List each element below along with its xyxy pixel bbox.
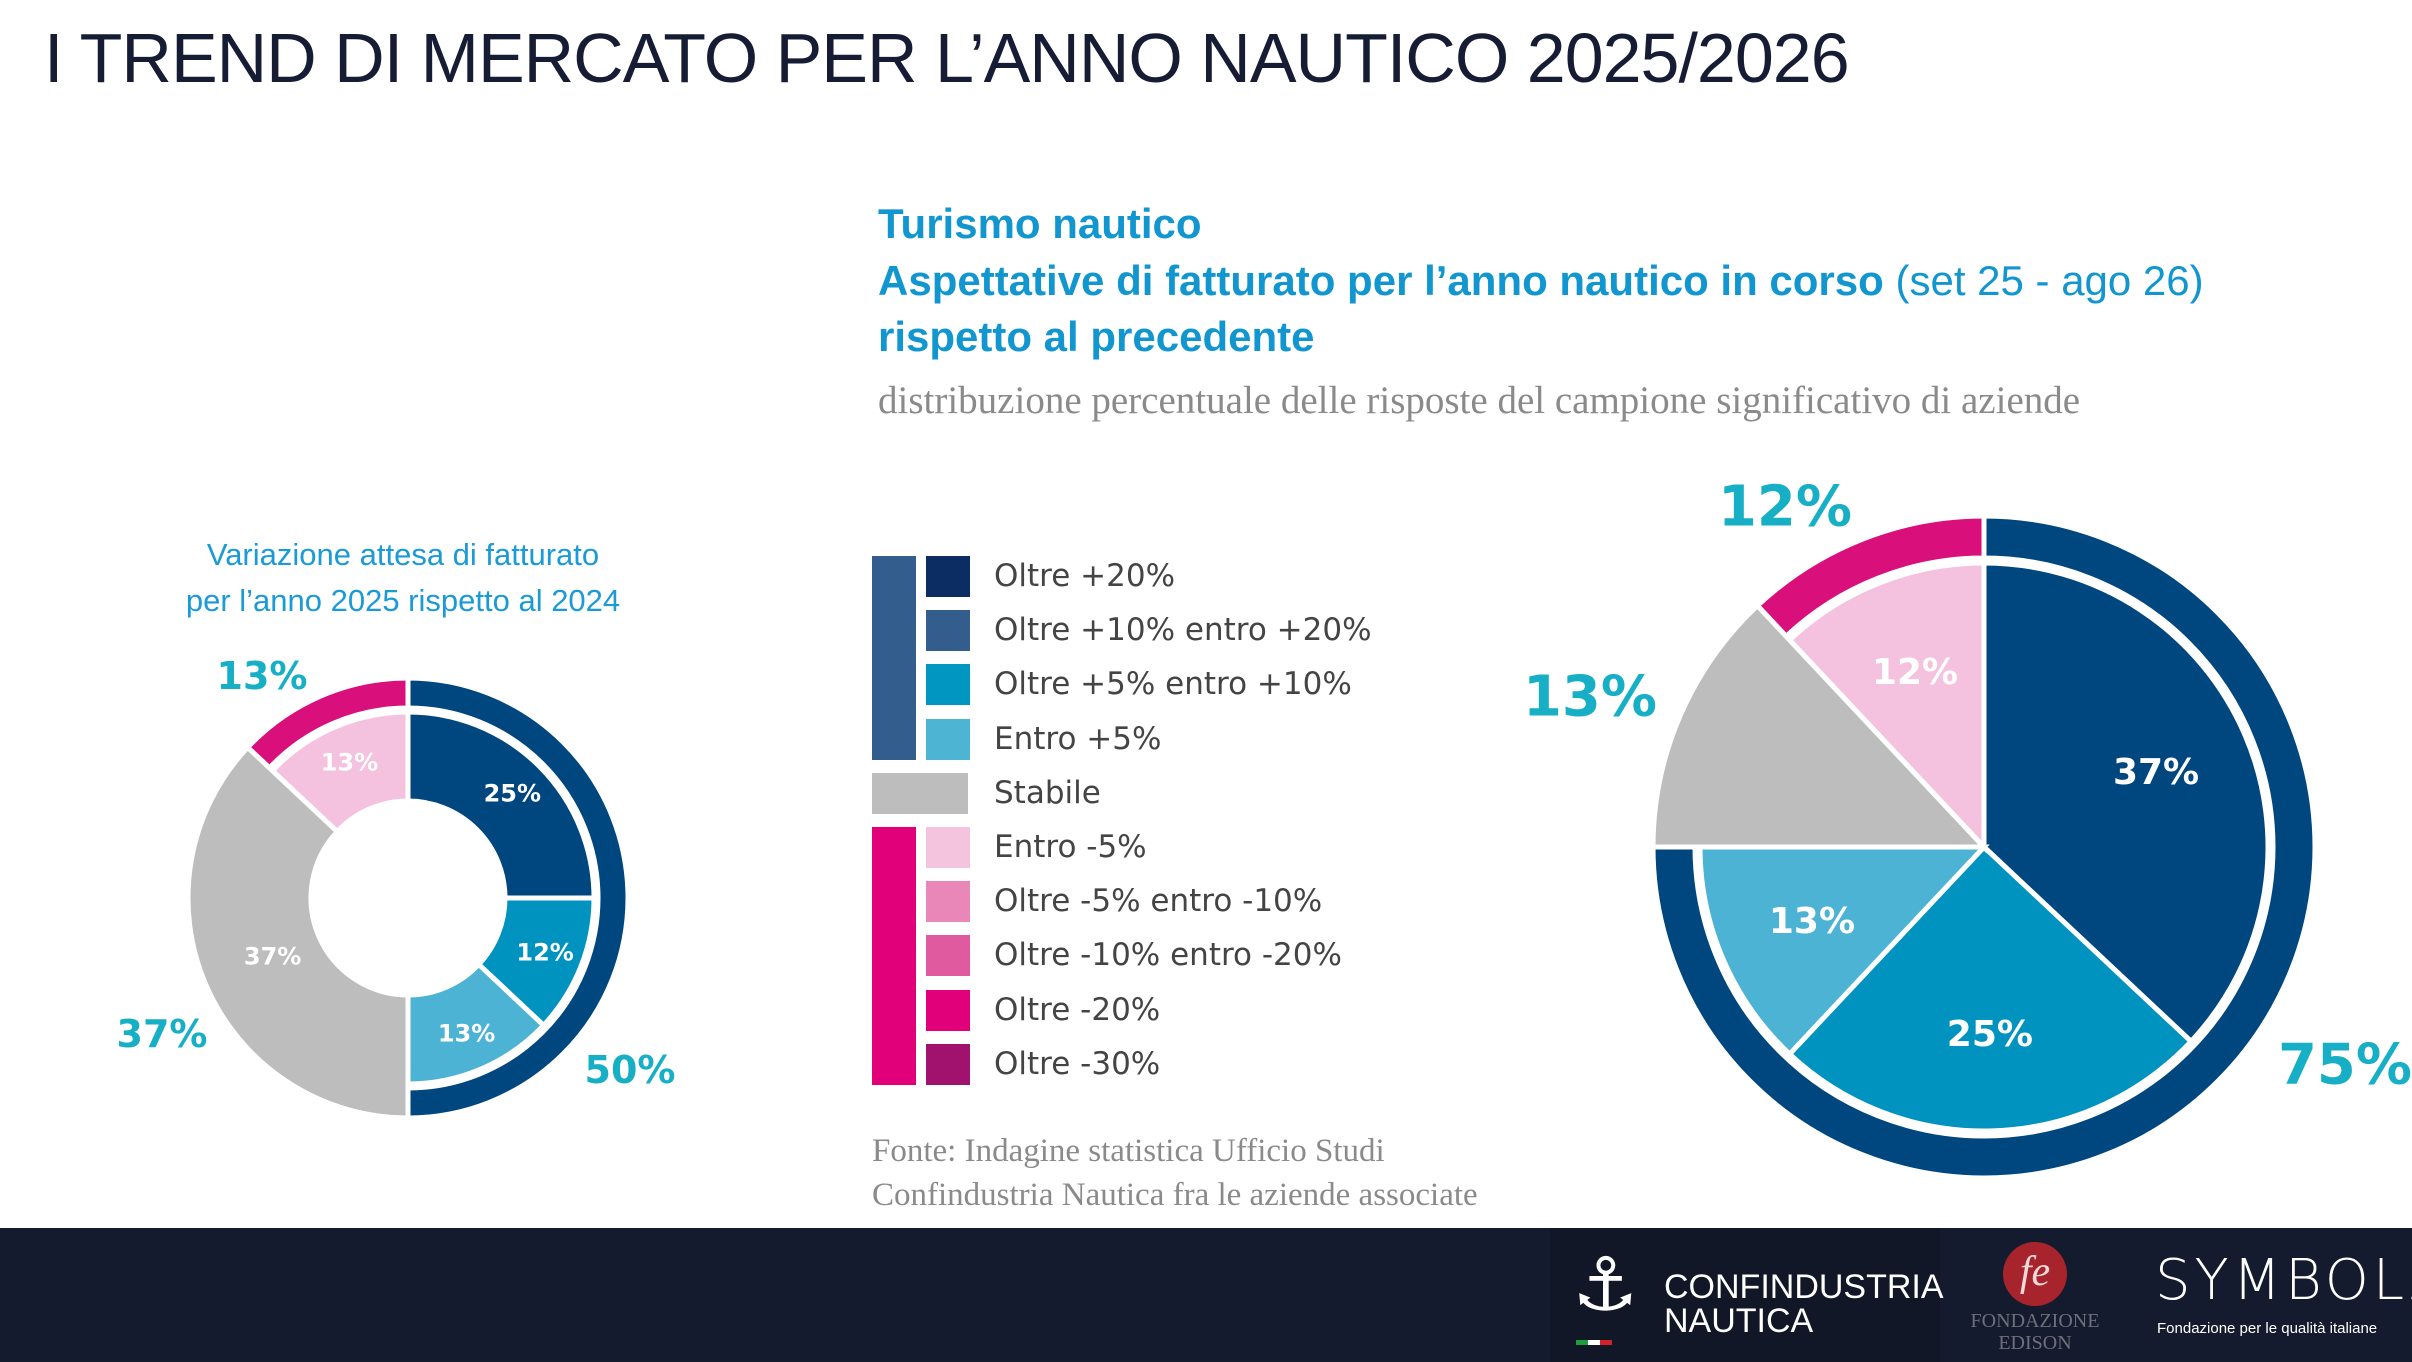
source-line2: Confindustria Nautica fra le aziende ass… [872, 1177, 1478, 1213]
heading-period: (set 25 - ago 26) [1895, 257, 2204, 304]
legend-label: Entro -5% [994, 829, 1147, 865]
legend-label: Oltre +20% [994, 558, 1176, 594]
pie-slice [185, 743, 411, 1121]
symbola-tagline: Fondazione per le qualità italiane [2157, 1320, 2378, 1337]
pie-slice [1697, 844, 1990, 1058]
slice-label: 25% [1947, 1014, 2033, 1055]
legend-swatch [926, 1043, 970, 1085]
logo2-line1: FONDAZIONE [1970, 1310, 2100, 1332]
pie-slice [1786, 560, 1987, 854]
legend-label: Stabile [994, 774, 1101, 811]
legend-group-stable [872, 772, 968, 814]
aggregate-band-negative [244, 675, 411, 772]
legend-swatch [926, 610, 970, 652]
legend-label: Oltre +5% entro +10% [994, 666, 1352, 703]
legend-label: Oltre -10% entro -20% [994, 937, 1342, 974]
footer-bar: ⚓ CONFINDUSTRIA NAUTICA fe FONDAZIONE EDIS… [0, 1228, 2412, 1362]
chart-heading-line2: Aspettative di fatturato per l’anno naut… [878, 257, 2204, 305]
legend-label: Oltre -20% [994, 991, 1161, 1028]
symbola-logo: SYMBOLA [2155, 1248, 2412, 1313]
slice-label: 12% [1872, 652, 1958, 693]
chart-heading-line3: rispetto al precedente [878, 313, 1315, 360]
pie-slice [268, 709, 411, 836]
aggregate-label-negative: 12% [1718, 475, 1852, 540]
legend-label: Oltre +10% entro +20% [994, 612, 1372, 649]
page-title: I TREND DI MERCATO PER L’ANNO NAUTICO 20… [44, 19, 1850, 97]
legend-swatch [926, 881, 970, 923]
legend-group-negative [872, 827, 916, 1085]
logo1-line2: NAUTICA [1664, 1302, 1814, 1340]
legend-label: Oltre -5% entro -10% [994, 883, 1323, 920]
slice-label: 13% [321, 749, 378, 777]
slice-label: 12% [516, 938, 573, 966]
pie-slice [1786, 843, 2195, 1134]
pie-slice [405, 709, 597, 901]
left-title-line1: Variazione attesa di fatturato [206, 537, 600, 572]
pie-slice [1650, 602, 1990, 850]
legend-label: Oltre -30% [994, 1045, 1161, 1082]
aggregate-label-stable: 37% [117, 1012, 208, 1056]
confindustria-logo: ⚓ CONFINDUSTRIA NAUTICA [1550, 1228, 1944, 1362]
left-chart-title: Variazione attesa di fatturato per l’anno… [186, 532, 620, 624]
aggregate-label-stable: 13% [1523, 665, 1657, 730]
slice-label: 25% [484, 780, 541, 808]
aggregate-band-positive [1650, 513, 2318, 1181]
legend-label: Entro +5% [994, 720, 1162, 757]
aggregate-band-negative [1753, 513, 1987, 640]
legend-group-positive [872, 556, 916, 760]
slice-label: 13% [438, 1019, 495, 1047]
logo2-line2: EDISON [1998, 1332, 2072, 1354]
legend-swatch [926, 827, 970, 868]
slice-label: 13% [1769, 901, 1855, 942]
logo1-line1: CONFINDUSTRIA [1664, 1268, 1944, 1306]
left-title-line2: per l’anno 2025 rispetto al 2024 [185, 583, 621, 618]
chart-heading-line1: Turismo nautico [878, 200, 1202, 247]
italian-flag-icon [1576, 1340, 1612, 1345]
fondazione-edison-logo: FONDAZIONE EDISON [1971, 1310, 2100, 1354]
pie-slice [1981, 560, 2271, 1045]
legend-swatch [926, 556, 970, 597]
heading-bold: Aspettative di fatturato per l’anno naut… [878, 257, 1884, 304]
aggregate-label-positive: 75% [2278, 1033, 2412, 1098]
slice-label: 37% [244, 943, 301, 971]
legend-swatch [926, 664, 970, 706]
legend-swatch [926, 989, 970, 1031]
chart-subtitle: distribuzione percentuale delle risposte… [878, 379, 2081, 422]
aggregate-label-negative: 13% [217, 654, 308, 698]
aggregate-label-positive: 50% [585, 1048, 676, 1092]
legend-swatch [926, 935, 970, 977]
source-line1: Fonte: Indagine statistica Ufficio Studi [872, 1133, 1385, 1169]
legend-swatch [926, 718, 970, 760]
anchor-icon: ⚓ [1572, 1242, 1639, 1328]
fondazione-edison-mark-icon: fe [2003, 1242, 2067, 1306]
slice-label: 37% [2113, 752, 2199, 793]
